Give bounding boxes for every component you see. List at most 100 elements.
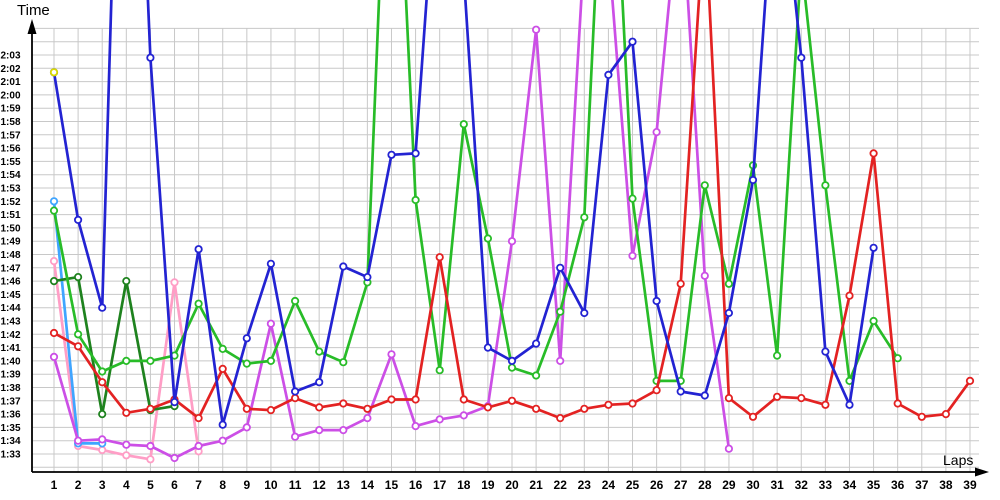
- data-point-red: [917, 412, 926, 421]
- y-tick-labels: 2:03 2:02 2:01 2:00 1:59 1:58 1:57 1:56 1:55 1:54…: [0, 51, 20, 461]
- x-tick-label: 7: [195, 478, 202, 492]
- x-tick-label: 34: [843, 478, 857, 492]
- data-point-green: [531, 371, 541, 380]
- data-point-red: [531, 404, 541, 413]
- data-point-pink: [146, 455, 155, 464]
- x-tick-label: 29: [722, 478, 736, 492]
- y-tick-label: 2:01: [0, 77, 20, 88]
- data-point-dark-green: [49, 276, 59, 286]
- data-point-green: [98, 367, 107, 376]
- data-point-green: [266, 356, 275, 365]
- data-point-blue: [218, 420, 227, 429]
- data-point-red: [604, 400, 613, 409]
- data-point-red: [941, 409, 951, 419]
- data-point-blue: [821, 347, 830, 356]
- data-point-magenta: [218, 436, 227, 445]
- data-point-pink: [170, 278, 179, 287]
- data-point-magenta: [290, 432, 300, 441]
- y-tick-label: 1:37: [0, 396, 20, 407]
- y-tick-label: 1:34: [0, 436, 20, 447]
- data-point-magenta: [652, 128, 661, 137]
- data-point-magenta: [242, 423, 251, 432]
- data-point-blue: [194, 245, 203, 254]
- data-point-red: [483, 403, 492, 412]
- data-point-dark-green: [74, 272, 83, 282]
- data-point-green: [315, 347, 324, 356]
- y-tick-label: 1:55: [0, 157, 20, 168]
- data-point-red: [242, 404, 251, 413]
- x-tick-label: 23: [578, 478, 592, 492]
- data-point-blue: [531, 339, 541, 348]
- data-point-green: [821, 181, 830, 190]
- data-point-red: [772, 392, 782, 401]
- data-point-magenta: [266, 319, 275, 328]
- data-point-blue: [580, 308, 589, 318]
- data-point-red: [363, 404, 372, 413]
- data-point-green: [772, 351, 782, 360]
- data-point-blue: [315, 378, 324, 387]
- data-point-red: [266, 405, 275, 415]
- y-tick-label: 1:36: [0, 410, 20, 421]
- data-point-red: [580, 404, 589, 413]
- series-magenta: [49, 0, 734, 463]
- x-tick-label: 16: [409, 478, 423, 492]
- data-point-red: [98, 378, 107, 387]
- y-tick-label: 1:44: [0, 303, 20, 314]
- data-point-green: [218, 344, 227, 353]
- data-point-red: [49, 328, 59, 338]
- data-point-blue: [507, 356, 517, 365]
- x-tick-label: 4: [123, 478, 130, 492]
- x-tick-label: 33: [819, 478, 833, 492]
- data-point-green: [869, 316, 878, 326]
- data-point-green: [242, 359, 251, 368]
- x-tick-label: 22: [554, 478, 568, 492]
- series-blue: [49, 0, 878, 429]
- data-point-red: [869, 149, 878, 158]
- data-point-red: [845, 291, 854, 300]
- axes: [27, 19, 989, 477]
- data-point-blue: [98, 303, 107, 312]
- y-tick-label: 1:43: [0, 317, 20, 328]
- data-point-magenta: [363, 413, 372, 423]
- data-point-green: [724, 279, 734, 288]
- x-tick-label: 25: [626, 478, 640, 492]
- data-point-magenta: [700, 271, 709, 280]
- y-tick-label: 1:35: [0, 423, 20, 434]
- y-tick-label: 1:53: [0, 184, 20, 195]
- data-point-blue: [74, 215, 83, 224]
- y-tick-label: 1:48: [0, 250, 20, 261]
- data-point-magenta: [387, 350, 396, 359]
- data-point-green: [194, 299, 203, 308]
- data-point-magenta: [194, 441, 203, 451]
- data-point-pink: [49, 256, 59, 266]
- x-tick-label: 3: [99, 478, 106, 492]
- y-axis-title: Time: [17, 2, 50, 19]
- x-tick-label: 1: [51, 478, 58, 492]
- data-point-red: [676, 279, 685, 288]
- x-tick-label: 35: [867, 478, 881, 492]
- y-tick-label: 1:41: [0, 343, 20, 354]
- y-tick-label: 1:33: [0, 450, 20, 461]
- data-point-green: [556, 307, 565, 316]
- data-point-blue: [556, 263, 565, 272]
- data-point-blue: [724, 308, 734, 318]
- data-point-blue: [170, 397, 179, 407]
- x-tick-label: 17: [433, 478, 447, 492]
- data-point-magenta: [724, 444, 734, 453]
- data-point-magenta: [507, 237, 517, 246]
- x-tick-label: 20: [505, 478, 519, 492]
- data-point-pink: [98, 445, 107, 455]
- x-axis-arrow-icon: [975, 467, 989, 477]
- data-point-red: [194, 413, 203, 423]
- x-tick-label: 32: [795, 478, 809, 492]
- data-point-blue: [387, 150, 396, 159]
- data-point-red: [74, 342, 83, 351]
- x-tick-label: 9: [243, 478, 250, 492]
- y-tick-label: 1:50: [0, 223, 20, 234]
- series-line-blue: [52, 0, 875, 427]
- y-tick-label: 1:52: [0, 197, 20, 208]
- data-point-blue: [411, 149, 420, 158]
- data-point-green: [628, 194, 637, 203]
